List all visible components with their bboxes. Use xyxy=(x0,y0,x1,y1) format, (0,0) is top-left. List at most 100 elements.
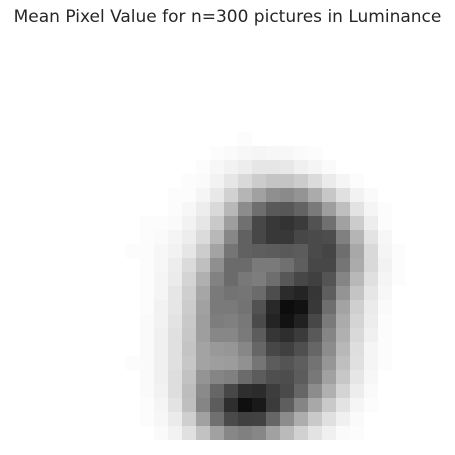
heatmap-cell xyxy=(420,118,434,133)
heatmap-cell xyxy=(294,146,309,161)
heatmap-cell xyxy=(126,370,141,385)
heatmap-cell xyxy=(98,342,113,357)
heatmap-cell xyxy=(98,48,113,63)
heatmap-cell xyxy=(56,48,71,63)
heatmap-cell xyxy=(322,314,337,329)
heatmap-cell xyxy=(266,342,281,357)
heatmap-cell xyxy=(154,188,169,203)
heatmap-cell xyxy=(308,104,323,119)
heatmap-cell xyxy=(126,76,141,91)
heatmap-cell xyxy=(266,356,281,371)
heatmap-cell xyxy=(406,314,421,329)
heatmap-cell xyxy=(154,104,169,119)
heatmap-cell xyxy=(182,426,197,440)
heatmap-cell xyxy=(336,146,351,161)
heatmap-cell xyxy=(84,258,99,273)
heatmap-cell xyxy=(98,104,113,119)
heatmap-cell xyxy=(56,104,71,119)
heatmap-cell xyxy=(322,216,337,231)
heatmap-cell xyxy=(280,146,295,161)
heatmap-cell xyxy=(294,244,309,259)
heatmap-cell xyxy=(308,76,323,91)
heatmap-cell xyxy=(350,202,365,217)
heatmap-cell xyxy=(224,146,239,161)
heatmap-cell xyxy=(140,48,155,63)
heatmap-cell xyxy=(112,62,127,77)
heatmap-cell xyxy=(140,62,155,77)
heatmap-cell xyxy=(378,300,393,315)
heatmap-cell xyxy=(252,328,267,343)
heatmap-cell xyxy=(378,132,393,147)
heatmap-cell xyxy=(350,300,365,315)
heatmap-cell xyxy=(126,244,141,259)
heatmap-cell xyxy=(140,104,155,119)
heatmap-cell xyxy=(168,272,183,287)
heatmap-cell xyxy=(252,188,267,203)
heatmap-cell xyxy=(224,426,239,440)
heatmap-cell xyxy=(420,314,434,329)
heatmap-cell xyxy=(378,230,393,245)
heatmap-cell xyxy=(140,342,155,357)
heatmap-cell xyxy=(56,412,71,427)
heatmap-cell xyxy=(98,384,113,399)
heatmap-cell xyxy=(406,384,421,399)
heatmap-cell xyxy=(196,90,211,105)
heatmap-cell xyxy=(420,286,434,301)
heatmap-cell xyxy=(238,356,253,371)
heatmap-cell xyxy=(196,384,211,399)
heatmap-cell xyxy=(266,76,281,91)
heatmap-cell xyxy=(224,258,239,273)
heatmap-cell xyxy=(196,188,211,203)
heatmap-cell xyxy=(98,314,113,329)
heatmap-cell xyxy=(112,286,127,301)
heatmap-cell xyxy=(322,244,337,259)
heatmap-cell xyxy=(406,356,421,371)
heatmap-cell xyxy=(84,76,99,91)
heatmap-cell xyxy=(210,356,225,371)
heatmap-cell xyxy=(42,62,57,77)
heatmap-cell xyxy=(364,370,379,385)
heatmap-cell xyxy=(336,132,351,147)
heatmap-cell xyxy=(84,216,99,231)
heatmap-cell xyxy=(168,384,183,399)
heatmap-cell xyxy=(154,174,169,189)
heatmap-cell xyxy=(406,216,421,231)
heatmap-cell xyxy=(238,342,253,357)
heatmap-cell xyxy=(406,76,421,91)
heatmap-cell xyxy=(70,412,85,427)
heatmap-cell xyxy=(196,118,211,133)
heatmap-cell xyxy=(42,216,57,231)
heatmap-cell xyxy=(350,258,365,273)
heatmap-cell xyxy=(112,76,127,91)
heatmap-cell xyxy=(224,384,239,399)
heatmap-cell xyxy=(56,370,71,385)
heatmap-cell xyxy=(56,90,71,105)
heatmap-cell xyxy=(322,370,337,385)
heatmap-cell xyxy=(126,230,141,245)
heatmap-cell xyxy=(196,426,211,440)
heatmap-cell xyxy=(392,118,407,133)
heatmap-cell xyxy=(126,216,141,231)
heatmap-cell xyxy=(350,188,365,203)
heatmap-cell xyxy=(350,76,365,91)
heatmap-cell xyxy=(238,370,253,385)
heatmap-cell xyxy=(84,48,99,63)
heatmap-cell xyxy=(280,48,295,63)
heatmap-cell xyxy=(420,62,434,77)
heatmap-cell xyxy=(70,398,85,413)
heatmap-cell xyxy=(84,90,99,105)
heatmap-cell xyxy=(280,230,295,245)
heatmap-cell xyxy=(308,118,323,133)
heatmap-cell xyxy=(308,188,323,203)
heatmap-cell xyxy=(70,314,85,329)
heatmap-cell xyxy=(420,244,434,259)
heatmap-cell xyxy=(238,426,253,440)
heatmap-cell xyxy=(196,328,211,343)
heatmap-cell xyxy=(98,202,113,217)
heatmap-cell xyxy=(84,244,99,259)
heatmap-cell xyxy=(280,398,295,413)
heatmap-cell xyxy=(182,48,197,63)
heatmap-cell xyxy=(126,104,141,119)
heatmap-cell xyxy=(406,132,421,147)
heatmap-cell xyxy=(364,202,379,217)
